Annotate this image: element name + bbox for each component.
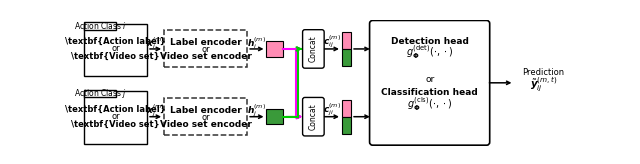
Text: Label encoder: Label encoder [170, 38, 241, 47]
Text: $\boldsymbol{h}_i^{(m)}$: $\boldsymbol{h}_i^{(m)}$ [247, 36, 266, 51]
Text: $\boldsymbol{c}_{ji}^{(m)}$: $\boldsymbol{c}_{ji}^{(m)}$ [323, 102, 341, 118]
Text: Action Class $j$: Action Class $j$ [74, 87, 127, 100]
Text: $\boldsymbol{h}_j^{(m)}$: $\boldsymbol{h}_j^{(m)}$ [247, 103, 266, 119]
Text: \textbf{Action label}: \textbf{Action label} [65, 104, 166, 113]
Text: Prediction: Prediction [522, 68, 564, 77]
FancyBboxPatch shape [342, 49, 351, 66]
Text: Concat: Concat [309, 103, 318, 130]
FancyBboxPatch shape [84, 22, 116, 30]
FancyBboxPatch shape [84, 91, 147, 144]
FancyBboxPatch shape [266, 41, 284, 57]
Text: or: or [111, 44, 120, 53]
FancyBboxPatch shape [342, 100, 351, 117]
FancyBboxPatch shape [164, 31, 247, 67]
FancyBboxPatch shape [84, 23, 147, 76]
Text: Label encoder: Label encoder [170, 106, 241, 115]
Text: $\tilde{\boldsymbol{y}}_{ij}^{(m,t)}$: $\tilde{\boldsymbol{y}}_{ij}^{(m,t)}$ [530, 75, 557, 94]
Text: $g_{\mathbf{\Phi}}^{(\mathrm{det})}(\cdot,\cdot)$: $g_{\mathbf{\Phi}}^{(\mathrm{det})}(\cdo… [406, 43, 453, 61]
Text: \textbf{Video set}: \textbf{Video set} [71, 52, 160, 61]
Text: \textbf{Action label}: \textbf{Action label} [65, 37, 166, 46]
FancyBboxPatch shape [303, 97, 324, 136]
FancyBboxPatch shape [369, 20, 490, 145]
Text: $\boldsymbol{x}_j^{(m)}$: $\boldsymbol{x}_j^{(m)}$ [146, 103, 165, 119]
FancyBboxPatch shape [342, 32, 351, 49]
Text: $g_{\mathbf{\Phi}}^{(\mathrm{cls})}(\cdot,\cdot)$: $g_{\mathbf{\Phi}}^{(\mathrm{cls})}(\cdo… [407, 95, 452, 113]
Text: Classification head: Classification head [381, 88, 478, 97]
FancyBboxPatch shape [303, 30, 324, 68]
Text: Video set encoder: Video set encoder [159, 52, 252, 61]
FancyBboxPatch shape [342, 117, 351, 134]
Text: \textbf{Video set}: \textbf{Video set} [71, 120, 160, 129]
Text: $\boldsymbol{x}_i^{(m)}$: $\boldsymbol{x}_i^{(m)}$ [146, 36, 165, 51]
Text: Detection head: Detection head [390, 37, 468, 46]
Text: or: or [201, 113, 210, 122]
Text: Concat: Concat [309, 36, 318, 62]
FancyBboxPatch shape [84, 90, 116, 97]
Text: or: or [111, 112, 120, 121]
Text: Action Class $i$: Action Class $i$ [74, 20, 127, 31]
FancyBboxPatch shape [266, 109, 284, 124]
FancyBboxPatch shape [164, 98, 247, 135]
Text: or: or [201, 45, 210, 54]
Text: Video set encoder: Video set encoder [159, 120, 252, 129]
Text: or: or [425, 75, 435, 84]
Text: $\boldsymbol{c}_{ij}^{(m)}$: $\boldsymbol{c}_{ij}^{(m)}$ [323, 34, 341, 50]
